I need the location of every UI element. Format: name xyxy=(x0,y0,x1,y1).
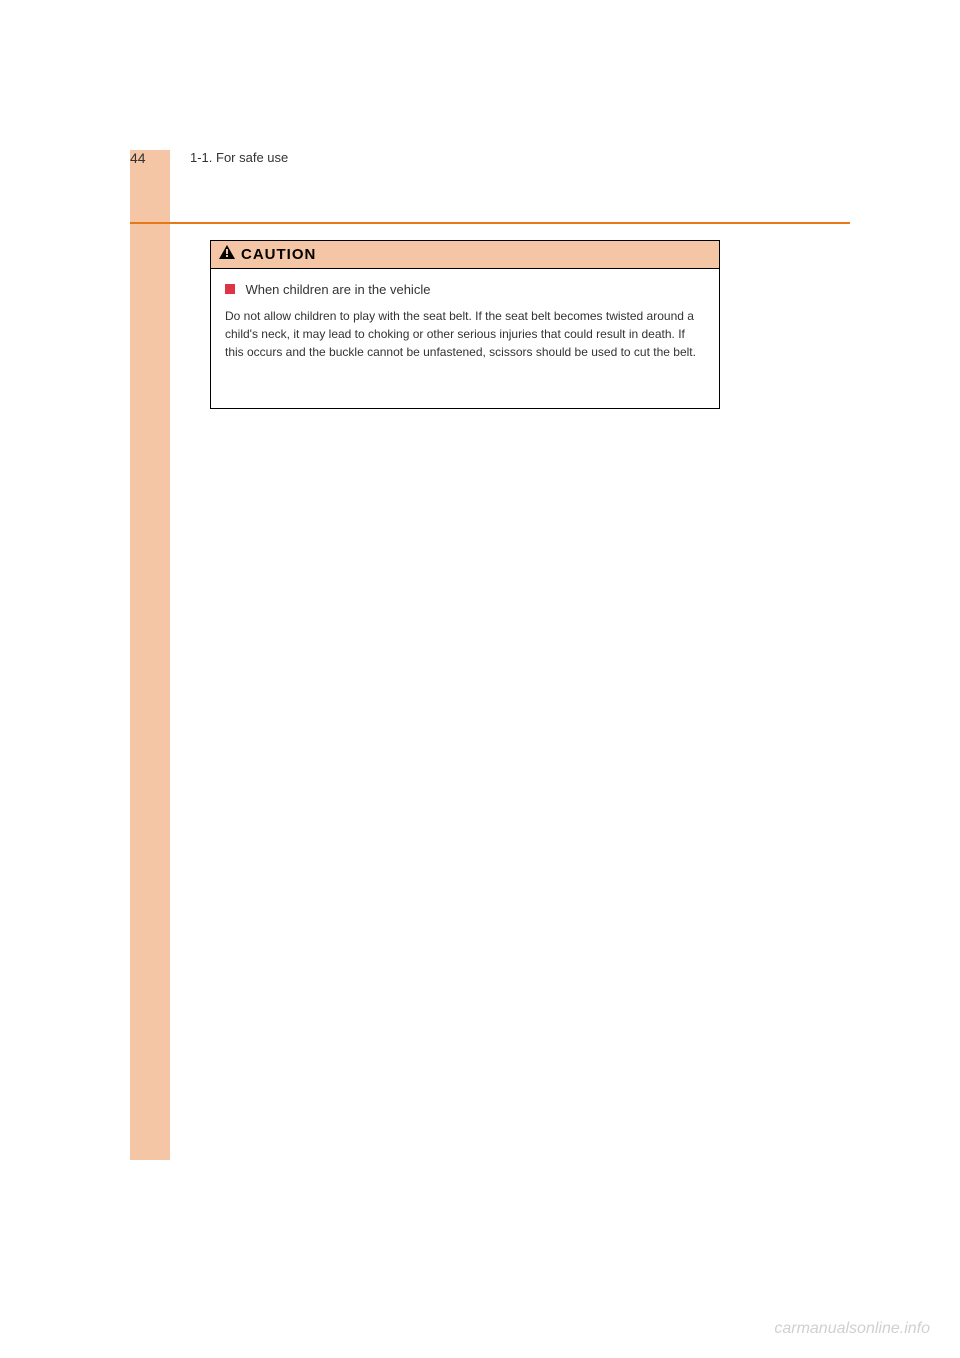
caution-header: CAUTION xyxy=(210,240,720,269)
caution-label: CAUTION xyxy=(241,246,316,263)
warning-icon xyxy=(219,245,235,264)
section-divider xyxy=(130,222,850,224)
caution-item-title: When children are in the vehicle xyxy=(245,282,430,297)
page-number: 44 xyxy=(130,150,146,166)
sidebar-tab xyxy=(130,150,170,1160)
caution-box: CAUTION When children are in the vehicle… xyxy=(210,240,720,409)
section-title: 1-1. For safe use xyxy=(190,150,288,165)
bullet-icon xyxy=(225,284,235,294)
caution-item-text: Do not allow children to play with the s… xyxy=(225,307,705,361)
page-header: 44 1-1. For safe use xyxy=(130,150,850,165)
caution-item: When children are in the vehicle Do not … xyxy=(225,281,705,361)
watermark: carmanualsonline.info xyxy=(774,1320,930,1338)
caution-content: When children are in the vehicle Do not … xyxy=(210,269,720,409)
